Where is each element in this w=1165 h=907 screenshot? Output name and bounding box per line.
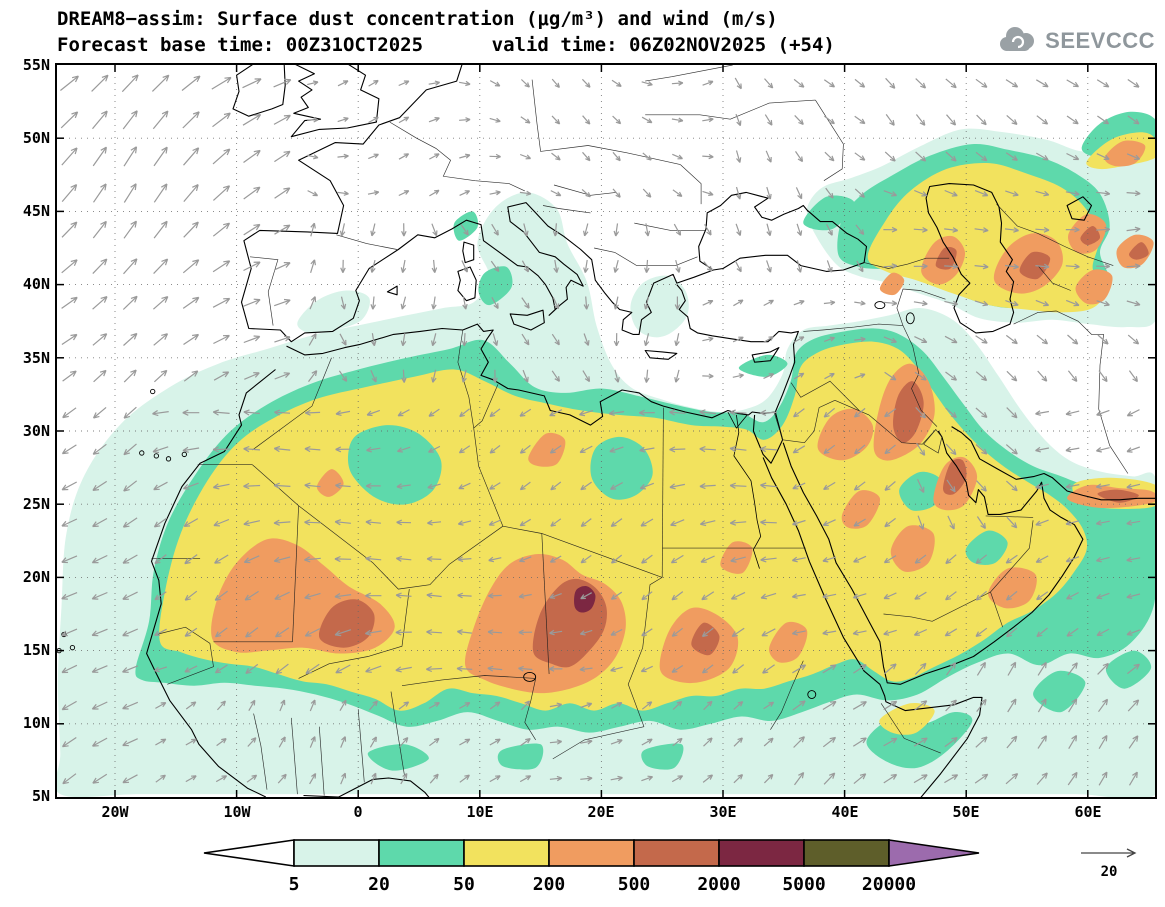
x-axis-label: 10W bbox=[223, 803, 251, 821]
map-title: DREAM8−assim: Surface dust concentration… bbox=[57, 8, 778, 30]
colorbar-cell-20-50 bbox=[378, 839, 465, 867]
x-axis-label: 40E bbox=[831, 803, 859, 821]
wind-arrow-layer bbox=[60, 74, 1141, 786]
y-axis-label: 25N bbox=[22, 495, 50, 513]
y-axis-label: 30N bbox=[22, 422, 50, 440]
y-axis-label: 20N bbox=[22, 568, 50, 586]
colorbar-cell-above-20000 bbox=[888, 839, 980, 867]
y-axis-label: 5N bbox=[31, 787, 50, 805]
colorbar-label: 20 bbox=[368, 874, 390, 895]
wind-reference-label: 20 bbox=[1100, 864, 1118, 880]
colorbar: 5 20 50 200 500 2000 5000 20000 bbox=[198, 834, 998, 902]
y-axis-label: 50N bbox=[22, 129, 50, 147]
colorbar-label: 50 bbox=[453, 874, 475, 895]
colorbar-cell-2000-5000 bbox=[718, 839, 805, 867]
logo-text: SEEVCCC bbox=[1045, 28, 1155, 53]
axis-tick-layer bbox=[57, 65, 1155, 797]
y-axis-label: 40N bbox=[22, 275, 50, 293]
colorbar-cell-5-20 bbox=[293, 839, 380, 867]
cloud-icon bbox=[994, 24, 1040, 58]
x-axis-label: 50E bbox=[952, 803, 980, 821]
colorbar-label: 500 bbox=[618, 874, 651, 895]
x-axis-label: 20W bbox=[101, 803, 129, 821]
wind-reference: 20 bbox=[1076, 841, 1142, 880]
x-axis-label: 20E bbox=[587, 803, 615, 821]
gridline-layer bbox=[57, 65, 1155, 797]
seevccc-logo: SEEVCCC bbox=[994, 24, 1155, 58]
colorbar-svg: 5 20 50 200 500 2000 5000 20000 bbox=[203, 839, 980, 895]
map-plot bbox=[57, 65, 1155, 797]
border-layer bbox=[151, 65, 1129, 796]
colorbar-cell-50-200 bbox=[463, 839, 550, 867]
colorbar-label: 200 bbox=[533, 874, 566, 895]
colorbar-label: 5000 bbox=[782, 874, 825, 895]
colorbar-cell-500-2000 bbox=[633, 839, 720, 867]
y-axis-label: 10N bbox=[22, 714, 50, 732]
x-axis-label: 30E bbox=[709, 803, 737, 821]
colorbar-label: 20000 bbox=[862, 874, 916, 895]
x-axis-label: 0 bbox=[353, 803, 363, 821]
wind-reference-arrow bbox=[1081, 848, 1137, 858]
colorbar-cell-200-500 bbox=[548, 839, 635, 867]
y-axis-label: 45N bbox=[22, 202, 50, 220]
x-axis-label: 10E bbox=[466, 803, 494, 821]
colorbar-cell-below-5 bbox=[203, 839, 295, 867]
forecast-time-subtitle: Forecast base time: 00Z31OCT2025 valid t… bbox=[57, 34, 835, 56]
y-axis-label: 15N bbox=[22, 641, 50, 659]
colorbar-label: 2000 bbox=[697, 874, 740, 895]
map-frame bbox=[55, 63, 1157, 799]
colorbar-cell-5000-20000 bbox=[803, 839, 890, 867]
x-axis-label: 60E bbox=[1074, 803, 1102, 821]
colorbar-label: 5 bbox=[289, 874, 300, 895]
dust-fill-layer bbox=[57, 111, 1155, 797]
y-axis-label: 55N bbox=[22, 56, 50, 74]
y-axis-label: 35N bbox=[22, 349, 50, 367]
